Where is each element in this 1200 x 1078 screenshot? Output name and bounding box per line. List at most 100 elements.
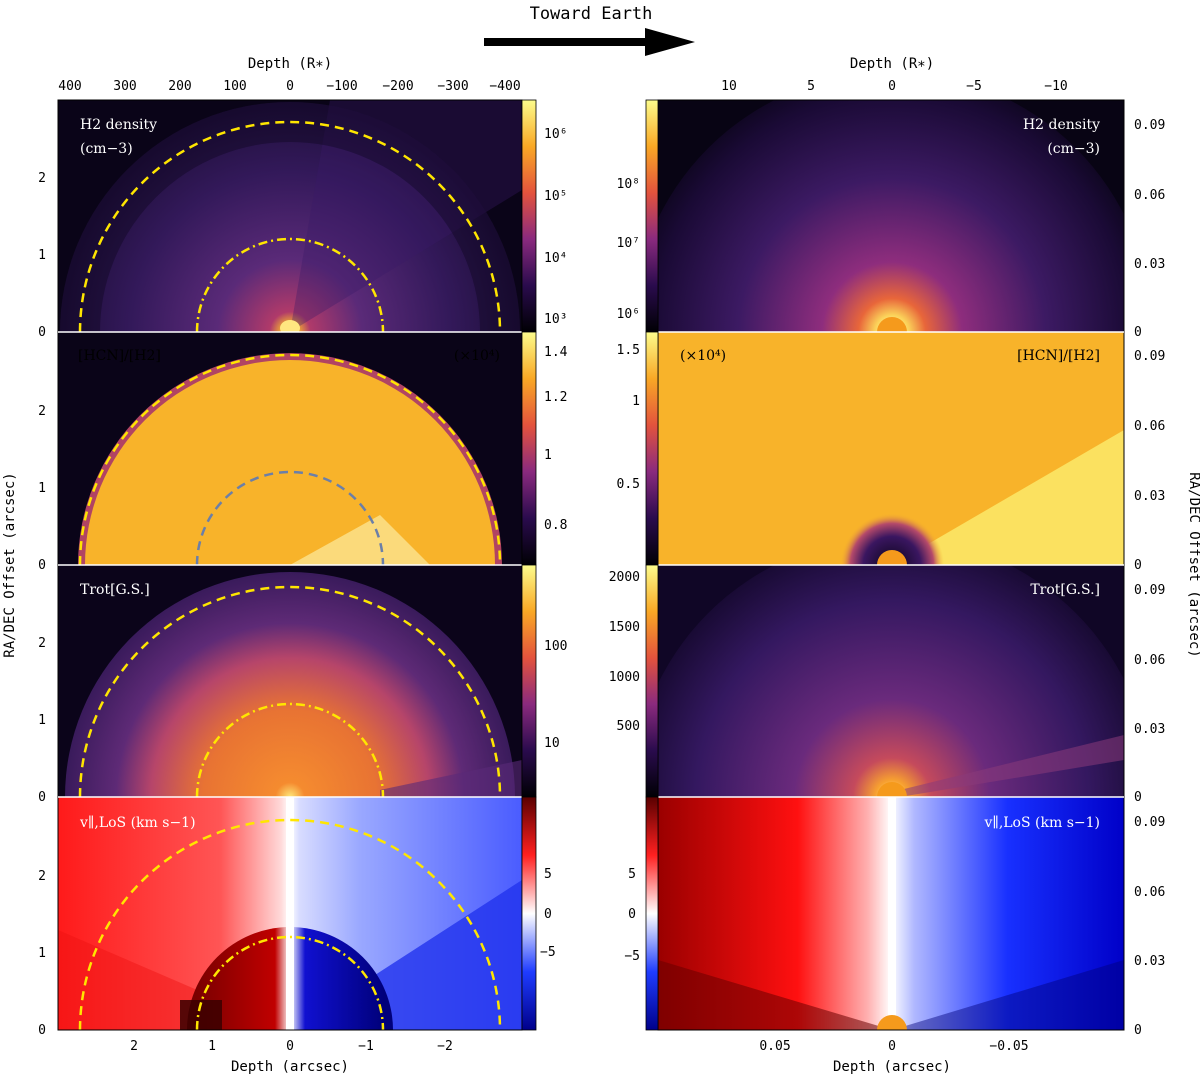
- toward-earth-label: Toward Earth: [530, 4, 653, 24]
- tick-label: −100: [326, 79, 357, 94]
- tick-label: 300: [113, 79, 136, 94]
- cb-tick: 1: [544, 448, 552, 463]
- tick-label: 1: [208, 1039, 216, 1054]
- tick-label: 2: [38, 636, 46, 651]
- cb-tick: 1: [632, 394, 640, 409]
- tick-label: 2: [130, 1039, 138, 1054]
- cb-tick: 1.2: [544, 390, 567, 405]
- left-y-ticks: 0 1 2 0 1 2 0 1 2 0 1 2: [38, 171, 46, 1038]
- tick-label: 0.03: [1134, 489, 1165, 504]
- cb-tick: 5: [544, 867, 552, 882]
- tick-label: 1: [38, 248, 46, 263]
- tick-label: 0: [38, 325, 46, 340]
- cb-tick: 10³: [544, 312, 567, 327]
- cb-tick: 10⁶: [617, 307, 640, 322]
- tick-label: −5: [966, 79, 982, 94]
- cb-tick: 1.4: [544, 345, 568, 360]
- tick-label: 0.06: [1134, 885, 1165, 900]
- abundance-scale-left: (×10⁴): [454, 348, 500, 364]
- tick-label: 0.09: [1134, 118, 1165, 133]
- bottom-left-ticks: 2 1 0 −1 −2: [130, 1039, 453, 1054]
- tick-label: 0: [38, 558, 46, 573]
- cb-tick: 0.5: [617, 477, 640, 492]
- top-right-ticks: 10 5 0 −5 −10: [721, 79, 1068, 94]
- abundance-scale-right: (×10⁴): [680, 348, 726, 364]
- cb-tick: 1500: [609, 620, 640, 635]
- colorbars-right: [645, 99, 659, 1031]
- tick-label: 0: [888, 1039, 896, 1054]
- tick-label: −300: [437, 79, 468, 94]
- panel-abundance-left: [58, 332, 522, 565]
- panel-abundance-right: [658, 332, 1124, 565]
- tick-label: 0: [38, 1023, 46, 1038]
- density-label-left: H2 density: [80, 117, 157, 133]
- cb-tick: 10⁵: [544, 189, 567, 204]
- panel-trot-left: [58, 565, 522, 797]
- cb-tick: 10: [544, 736, 560, 751]
- inner-dashed-circle: [195, 237, 385, 332]
- top-left-ticks: 400 300 200 100 0 −100 −200 −300 −400: [58, 79, 520, 94]
- bottom-left-axis-title: Depth (arcsec): [231, 1059, 349, 1075]
- tick-label: 0.03: [1134, 257, 1165, 272]
- cb-tick: 10⁶: [544, 127, 567, 142]
- density-label-right: H2 density: [1023, 117, 1100, 133]
- tick-label: 1: [38, 946, 46, 961]
- abundance-label-right: [HCN]/[H2]: [1017, 348, 1100, 364]
- top-left-axis-title: Depth (R∗): [248, 56, 332, 72]
- tick-label: 0.03: [1134, 954, 1165, 969]
- tick-label: −400: [489, 79, 520, 94]
- tick-label: 0: [286, 79, 294, 94]
- tick-label: 1: [38, 481, 46, 496]
- right-y-ticks: 0 0.03 0.06 0.09 0 0.03 0.06 0.09 0 0.03…: [1134, 118, 1165, 1038]
- left-y-axis-title: RA/DEC Offset (arcsec): [2, 472, 18, 657]
- panel-velocity-right: [658, 797, 1124, 1030]
- tick-label: 0: [286, 1039, 294, 1054]
- tick-label: 200: [168, 79, 191, 94]
- tick-label: 0: [1134, 790, 1142, 805]
- trot-label-right: Trot[G.S.]: [1030, 582, 1100, 598]
- cb-tick: 0: [544, 907, 552, 922]
- bottom-right-axis-title: Depth (arcsec): [833, 1059, 951, 1075]
- velocity-label-right: v∥,LoS (km s−1): [983, 815, 1100, 831]
- tick-label: 0: [1134, 558, 1142, 573]
- tick-label: 0.03: [1134, 722, 1165, 737]
- cb-tick: −5: [624, 949, 640, 964]
- tick-label: 0.05: [759, 1039, 790, 1054]
- cb-tick: 10⁴: [544, 251, 567, 266]
- tick-label: −200: [382, 79, 413, 94]
- cb-tick: 1.5: [617, 343, 640, 358]
- density-unit-right: (cm−3): [1047, 141, 1100, 157]
- cb-tick: 100: [544, 639, 567, 654]
- tick-label: 2: [38, 869, 46, 884]
- cb-tick: 10⁸: [617, 177, 640, 192]
- tick-label: 10: [721, 79, 737, 94]
- panel-density-left: [58, 100, 522, 332]
- tick-label: 0: [38, 790, 46, 805]
- tick-label: 400: [58, 79, 81, 94]
- tick-label: 0.06: [1134, 653, 1165, 668]
- abundance-label-left: [HCN]/[H2]: [78, 348, 161, 364]
- tick-label: 0.09: [1134, 583, 1165, 598]
- tick-label: 0.09: [1134, 815, 1165, 830]
- tick-label: −0.05: [989, 1039, 1028, 1054]
- outer-dashed-circle: [78, 120, 502, 332]
- cb-tick: −5: [540, 945, 556, 960]
- panel-velocity-left: [58, 797, 522, 1030]
- cb-tick: 1000: [609, 670, 640, 685]
- arrow-right-icon: [484, 28, 695, 56]
- tick-label: 2: [38, 404, 46, 419]
- cb-tick: 5: [628, 867, 636, 882]
- density-unit-left: (cm−3): [80, 141, 133, 157]
- tick-label: 0: [888, 79, 896, 94]
- velocity-label-left: v∥,LoS (km s−1): [79, 815, 196, 831]
- tick-label: −1: [358, 1039, 374, 1054]
- tick-label: 2: [38, 171, 46, 186]
- cb-tick: 500: [617, 719, 640, 734]
- panel-trot-right: [658, 565, 1124, 797]
- tick-label: 0.06: [1134, 188, 1165, 203]
- right-y-axis-title: RA/DEC Offset (arcsec): [1186, 472, 1200, 657]
- tick-label: −10: [1044, 79, 1067, 94]
- tick-label: 0: [1134, 1023, 1142, 1038]
- tick-label: −2: [437, 1039, 453, 1054]
